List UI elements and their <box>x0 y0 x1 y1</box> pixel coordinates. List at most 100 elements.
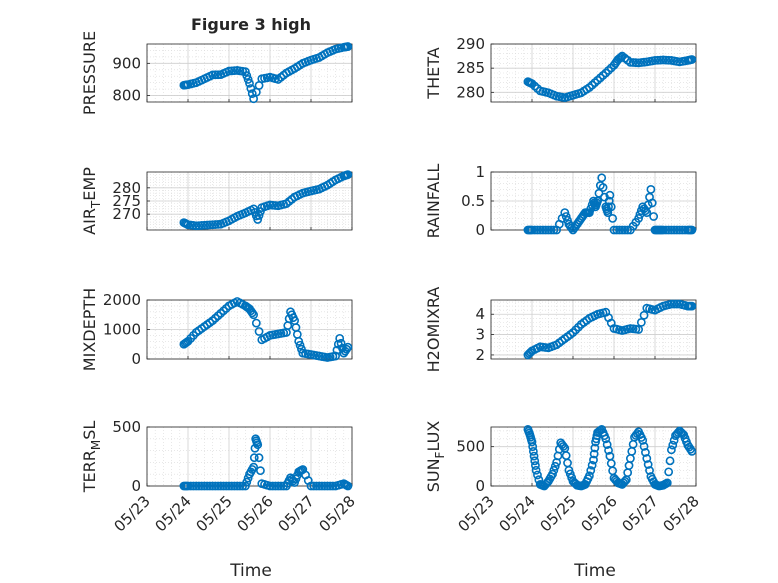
data-point-interp <box>583 474 593 484</box>
axes-box <box>490 299 697 360</box>
data-point-interp <box>565 221 575 231</box>
data-point-interp <box>197 481 207 491</box>
data-point-interp <box>219 481 228 491</box>
data-point-interp <box>533 225 542 235</box>
data-point <box>273 481 283 491</box>
data-point-interp <box>268 481 278 491</box>
data-point-interp <box>653 225 663 235</box>
data-point-interp <box>205 318 215 328</box>
data-point-interp <box>647 56 657 66</box>
y-axis-label: AIRTEMP <box>80 167 103 235</box>
data-point-interp <box>262 201 272 211</box>
data-point-interp <box>631 58 641 68</box>
data-point-interp <box>189 330 198 340</box>
data-point-interp <box>559 442 568 451</box>
y-tick-label: 280 <box>456 83 485 101</box>
data-point-interp <box>628 439 638 449</box>
data-point-interp <box>664 225 674 235</box>
x-tick-label: 05/26 <box>234 492 277 535</box>
subplot-3: 0 0.5 1 RAINFALL <box>424 163 697 239</box>
data-point-interp <box>672 299 682 309</box>
data-point-interp <box>669 299 679 309</box>
axes-box <box>490 43 697 103</box>
data-point-interp <box>608 466 618 476</box>
data-point-interp <box>309 481 319 491</box>
data-point-interp <box>210 481 220 491</box>
data-point-interp <box>661 225 671 235</box>
y-tick-label: 500 <box>112 418 141 436</box>
data-point-interp <box>342 480 351 490</box>
data-point <box>191 481 201 491</box>
y-tick-label: 1000 <box>103 321 141 339</box>
data-point-interp <box>686 55 695 65</box>
data-point-interp <box>620 225 630 235</box>
data-point-interp <box>669 225 679 235</box>
y-axis-label: MIXDEPTH <box>80 288 99 371</box>
data-point-interp <box>620 476 630 486</box>
data-point-interp <box>271 330 280 339</box>
y-tick-label: 270 <box>112 205 141 223</box>
data-point <box>535 225 545 235</box>
data-point-interp <box>604 445 613 455</box>
data-point-interp <box>243 75 253 84</box>
data-point <box>667 225 676 235</box>
data-point-interp <box>664 467 674 477</box>
data-point-interp <box>612 225 622 235</box>
data-point-interp <box>303 476 313 485</box>
data-point-interp <box>320 352 330 362</box>
data-point-interp <box>528 442 538 452</box>
data-point-interp <box>557 92 567 102</box>
data-point-interp <box>247 465 257 474</box>
data-point-interp <box>557 213 567 223</box>
y-tick-label: 0.5 <box>461 192 485 210</box>
data-point-interp <box>582 84 592 94</box>
data-point-interp <box>320 481 330 491</box>
data-point <box>589 455 598 465</box>
data-point-interp <box>668 440 678 450</box>
x-tick-label: 05/25 <box>193 492 236 535</box>
data-point-interp <box>664 55 674 65</box>
data-point-interp <box>254 81 264 90</box>
subplot-1: 280 285 290 THETA <box>424 35 697 103</box>
data-point-interp <box>656 55 665 65</box>
data-point-interp <box>561 451 571 460</box>
data-point-interp <box>602 440 612 449</box>
data-point-interp <box>538 225 548 235</box>
data-point-interp <box>242 71 252 80</box>
data-point <box>642 454 652 463</box>
y-tick-label: 2000 <box>103 291 141 309</box>
data-point-interp <box>205 481 215 491</box>
data-point-interp <box>639 310 649 320</box>
data-point-interp <box>639 442 649 451</box>
data-point-interp <box>291 323 301 332</box>
data-point-interp <box>672 57 682 66</box>
data-point-interp <box>557 336 567 346</box>
data-point <box>335 333 345 343</box>
data-point-interp <box>210 70 220 80</box>
data-point-interp <box>332 345 342 355</box>
data-point-interp <box>312 481 321 491</box>
data-point-interp <box>594 427 604 436</box>
y-tick-label: 1 <box>475 163 485 181</box>
data-point-interp <box>561 212 571 221</box>
data-point-interp <box>549 90 559 100</box>
data-point-interp <box>221 67 231 77</box>
data-point-interp <box>647 305 657 314</box>
x-tick-label: 05/23 <box>111 492 154 535</box>
data-point-interp <box>541 343 551 352</box>
data-point-interp <box>587 200 597 210</box>
data-point-interp <box>213 481 223 491</box>
data-point-interp <box>262 332 272 342</box>
data-point-interp <box>247 89 257 99</box>
data-point-interp <box>194 481 204 491</box>
data-point-interp <box>623 324 633 334</box>
y-axis-label: THETA <box>424 47 443 99</box>
data-point-interp <box>647 198 657 208</box>
data-point-interp <box>533 470 542 480</box>
data-point-interp <box>227 481 237 491</box>
figure-title: Figure 3 high <box>191 15 311 34</box>
data-point-interp <box>550 461 560 471</box>
data-point-interp <box>641 448 650 457</box>
